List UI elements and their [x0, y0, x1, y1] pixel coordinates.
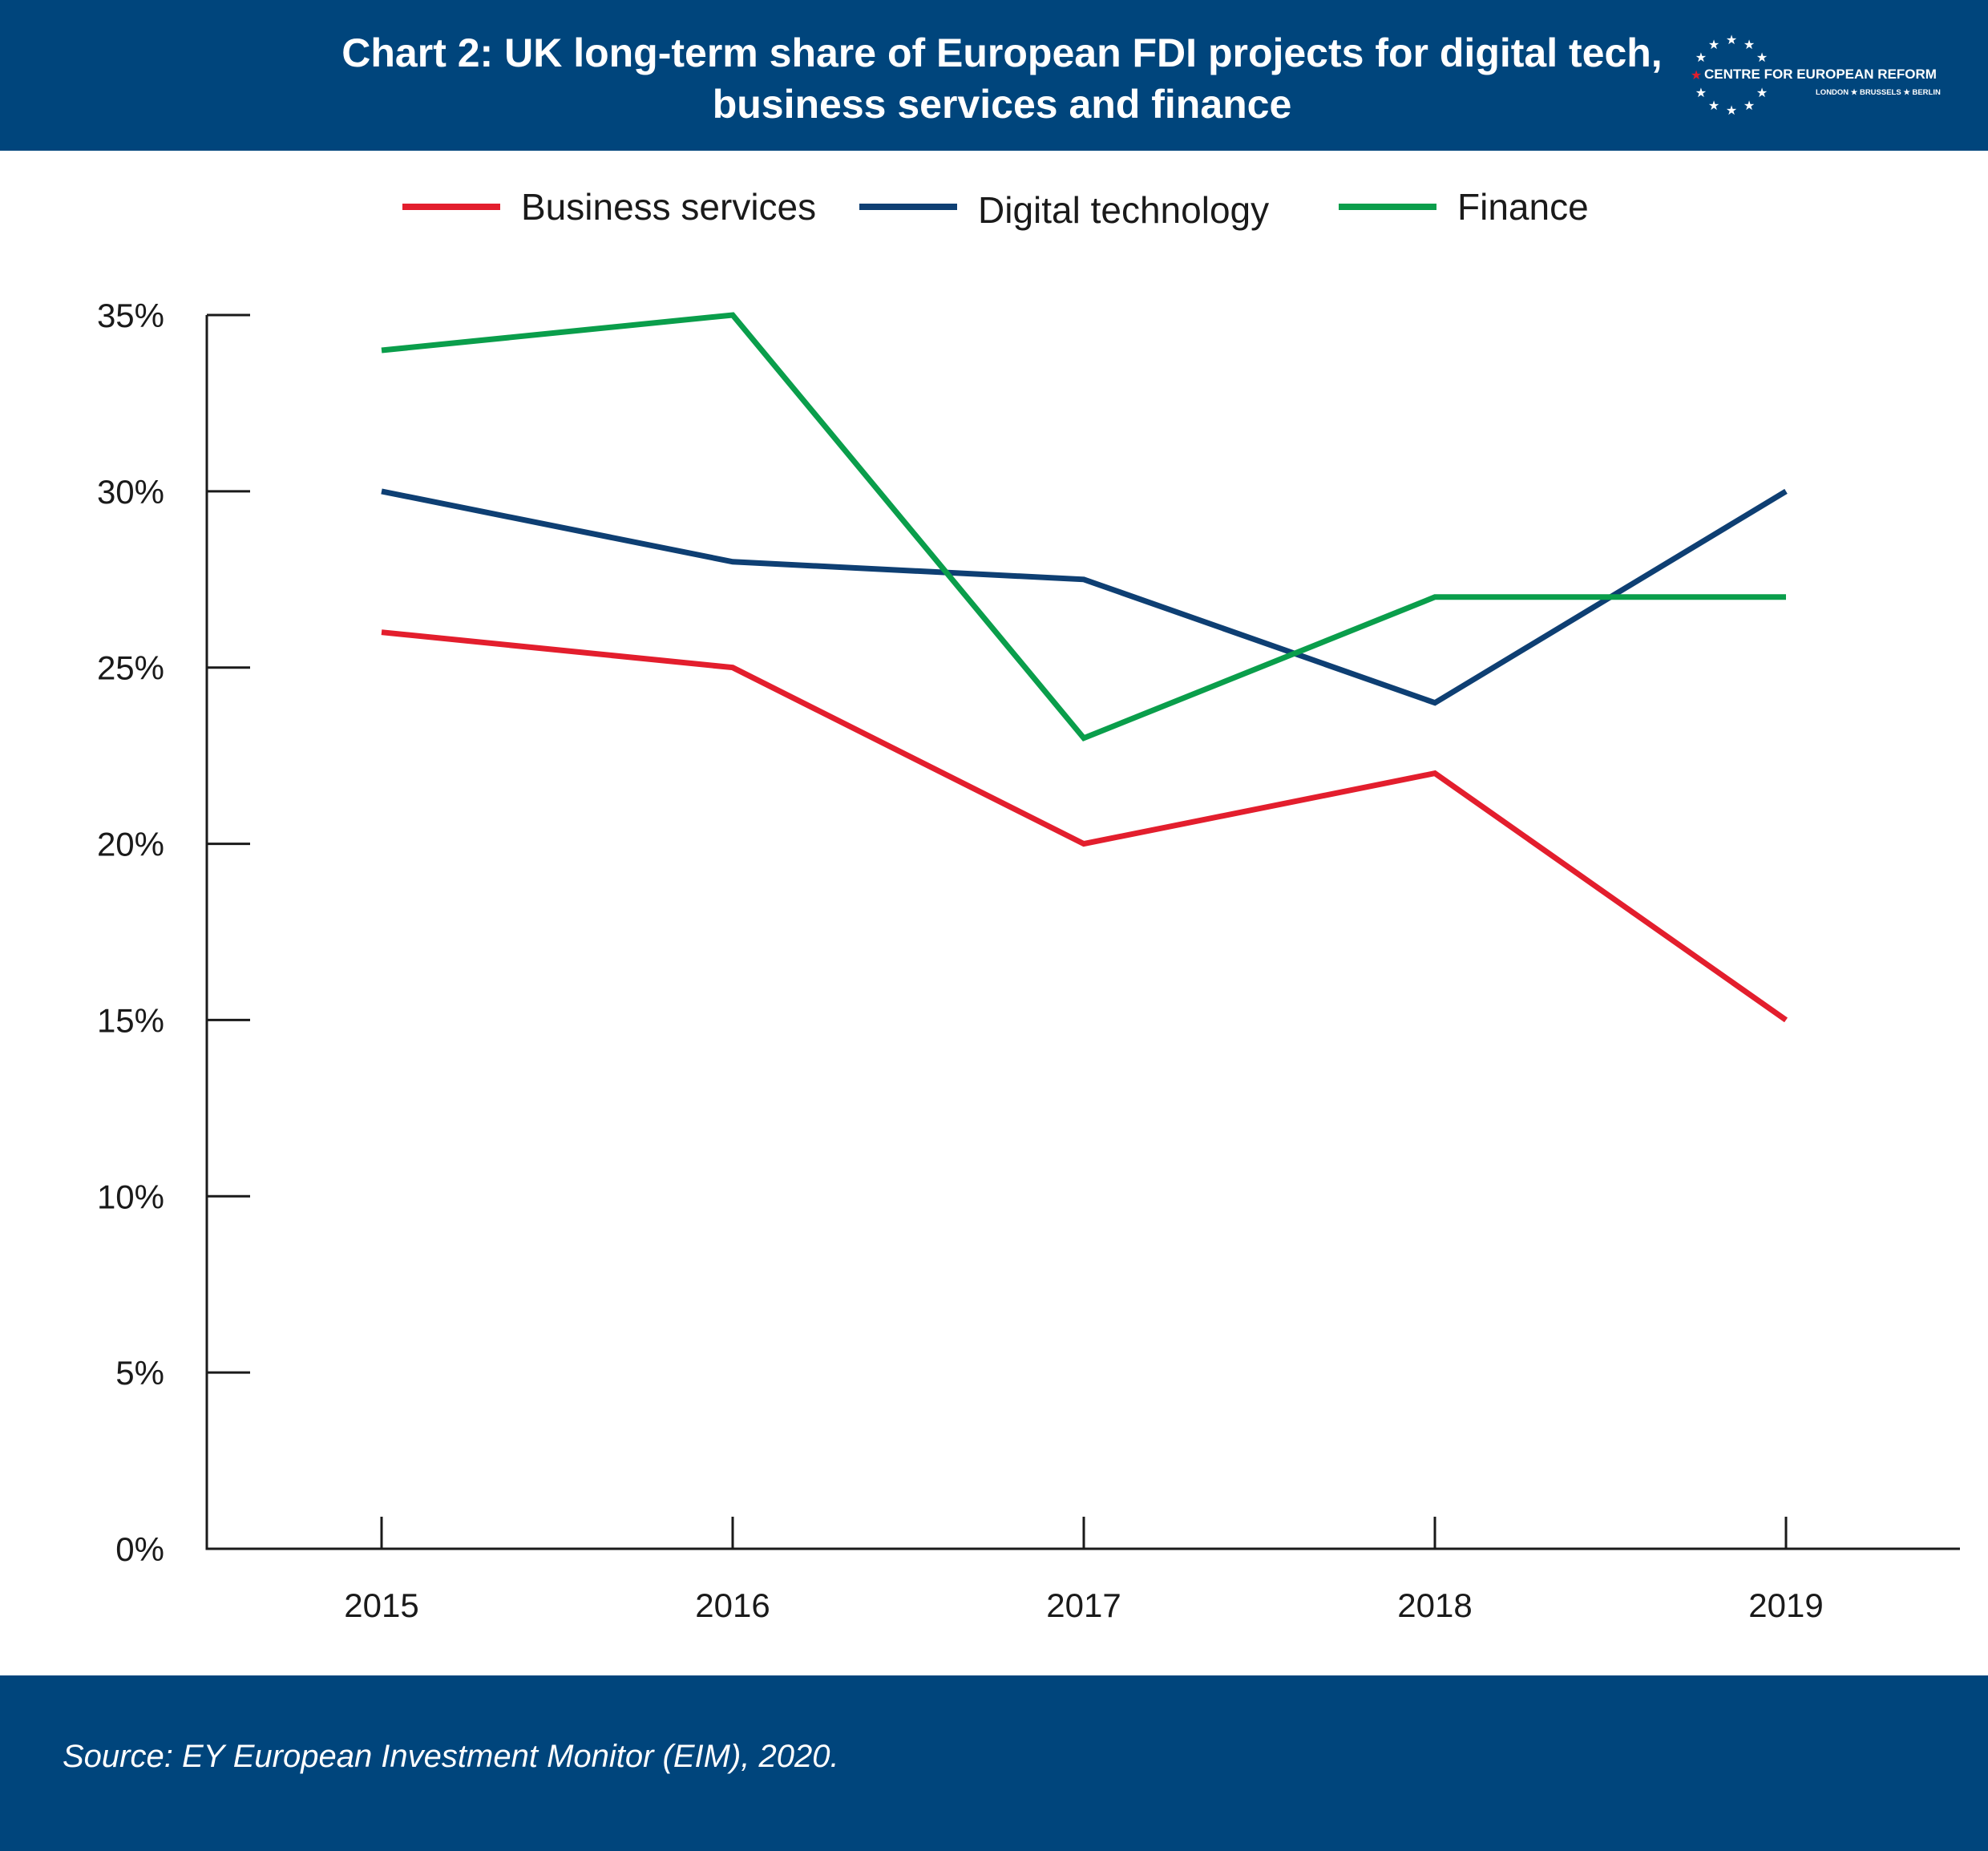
- chart-header: Chart 2: UK long-term share of European …: [0, 0, 1988, 151]
- x-tick-label: 2018: [1397, 1586, 1472, 1624]
- y-tick-label: 25%: [97, 649, 164, 687]
- y-tick-label: 0%: [115, 1530, 164, 1568]
- logo-star: ★: [1726, 103, 1737, 118]
- logo-star: ★: [1744, 37, 1755, 52]
- legend-label-digital-technology: Digital technology: [978, 189, 1270, 231]
- chart-footer: Source: EY European Investment Monitor (…: [0, 1675, 1988, 1851]
- x-tick-label: 2017: [1046, 1586, 1121, 1624]
- x-tick-label: 2015: [344, 1586, 418, 1624]
- legend-swatch-finance: [1339, 204, 1436, 210]
- legend-swatch-business-services: [402, 204, 500, 210]
- logo-star: ★: [1708, 37, 1719, 52]
- logo-star: ★: [1691, 67, 1702, 83]
- source-note: Source: EY European Investment Monitor (…: [63, 1739, 839, 1774]
- series-line-digital-technology: [381, 488, 1788, 706]
- series-line-finance: [381, 312, 1786, 742]
- y-tick-label: 5%: [115, 1354, 164, 1392]
- y-tick-label: 35%: [97, 297, 164, 334]
- logo-star: ★: [1726, 32, 1737, 47]
- y-tick-label: 10%: [97, 1178, 164, 1215]
- logo-name: CENTRE FOR EUROPEAN REFORM: [1704, 67, 1937, 82]
- logo-star: ★: [1695, 50, 1707, 65]
- logo-star: ★: [1695, 85, 1707, 100]
- y-tick-label: 30%: [97, 473, 164, 511]
- x-tick-label: 2019: [1748, 1586, 1823, 1624]
- line-chart: 0% 5% 10% 15% 20% 25% 30% 35% 2015 2016 2017 2018 20…: [97, 297, 1960, 1624]
- logo-star: ★: [1756, 85, 1768, 100]
- cer-logo: ★ ★★★★★★★★★★ CENTRE FOR EUROPEAN REFORM L…: [1691, 32, 1941, 118]
- y-tick-label: 20%: [97, 826, 164, 863]
- series-line-business-services: [381, 629, 1788, 1023]
- logo-cities: LONDON ★ BRUSSELS ★ BERLIN: [1816, 88, 1941, 97]
- chart-title-line1: Chart 2: UK long-term share of European …: [341, 30, 1663, 75]
- chart-title-line2: business services and finance: [712, 82, 1292, 127]
- legend-label-finance: Finance: [1457, 186, 1589, 228]
- logo-star: ★: [1744, 98, 1755, 113]
- logo-star: ★: [1708, 98, 1719, 113]
- legend-swatch-digital-technology: [859, 204, 957, 210]
- ring-of-stars-icon: ★ ★★★★★★★★★★: [1691, 32, 1768, 118]
- legend-label-business-services: Business services: [521, 186, 817, 228]
- chart-legend: Business services Digital technology Fin…: [0, 176, 1988, 240]
- logo-star: ★: [1756, 50, 1768, 65]
- chart-title: Chart 2: UK long-term share of European …: [240, 27, 1764, 130]
- y-tick-label: 15%: [97, 1001, 164, 1039]
- x-tick-label: 2016: [695, 1586, 770, 1624]
